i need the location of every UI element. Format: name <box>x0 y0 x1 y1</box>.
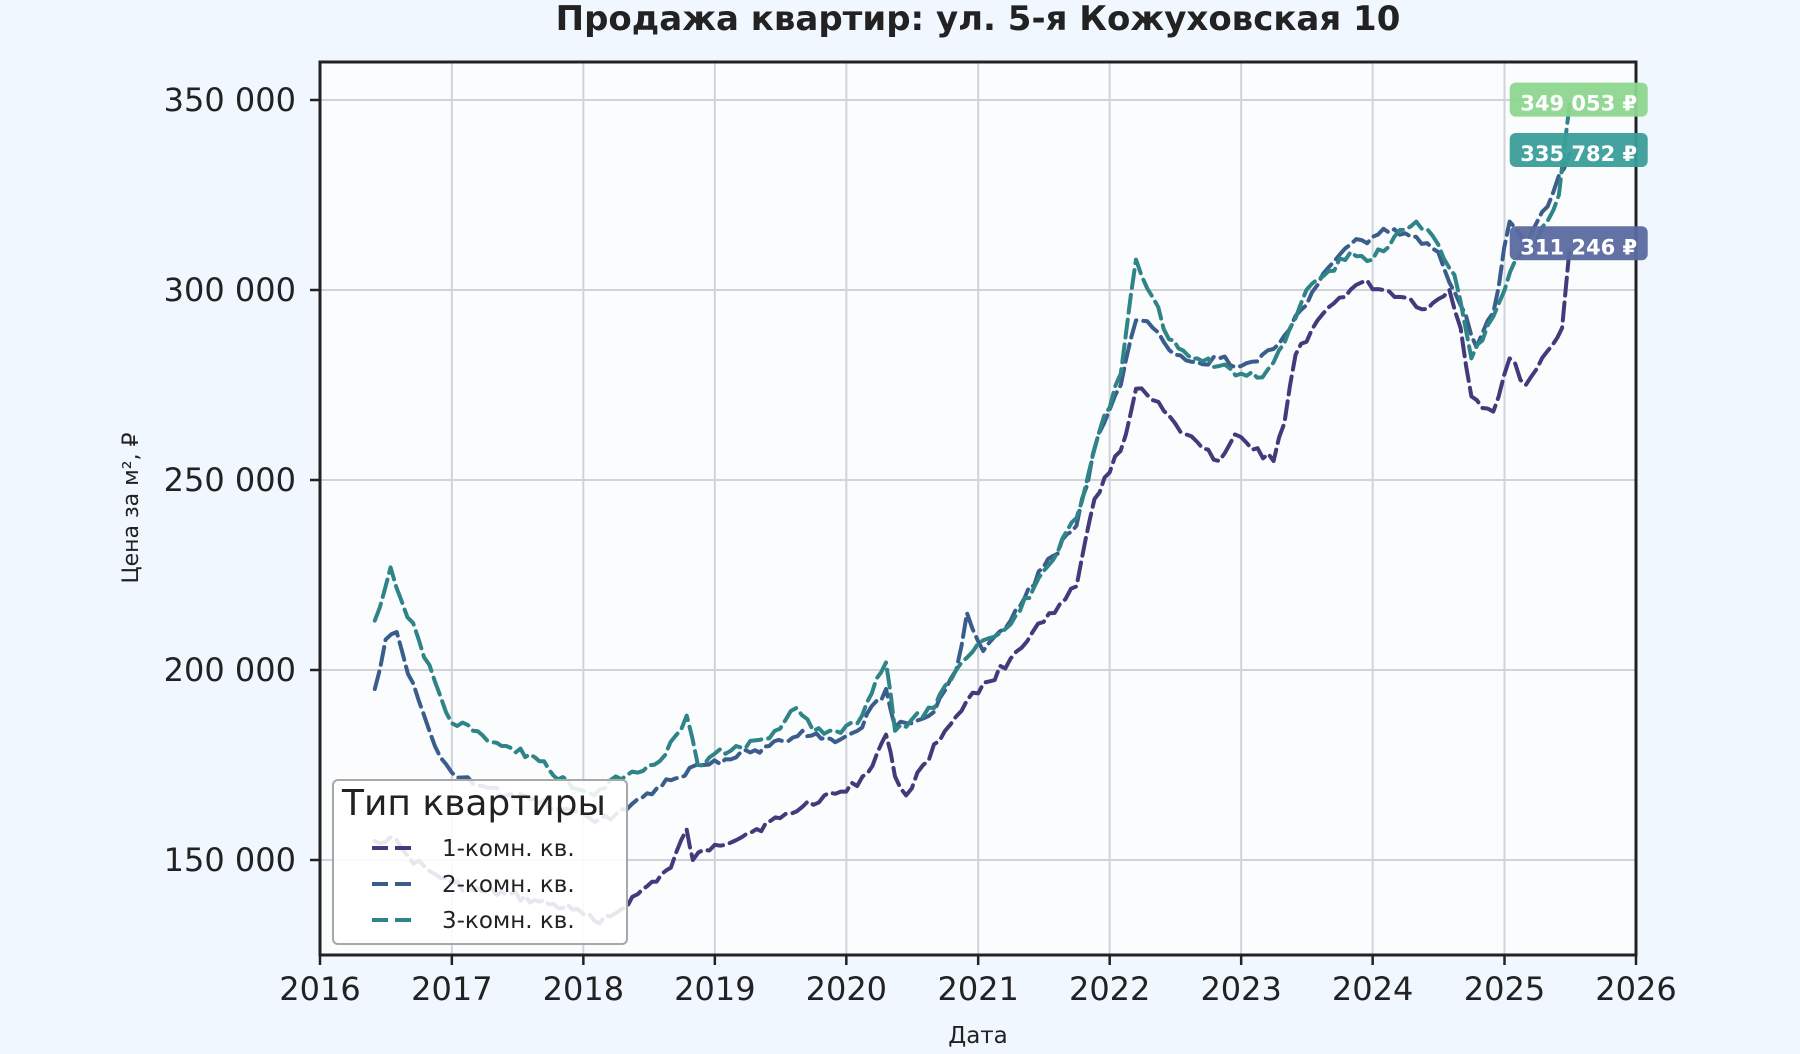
x-tick-label: 2018 <box>543 970 624 1008</box>
end-value-badge-bg <box>1509 226 1648 261</box>
end-value-label: 311 246 ₽ <box>1520 235 1637 259</box>
legend-label-3: 3-комн. кв. <box>442 908 575 934</box>
legend-label-1: 1-комн. кв. <box>442 836 575 862</box>
legend-title: Тип квартиры <box>341 783 606 824</box>
legend-box <box>332 779 628 945</box>
x-tick-label: 2020 <box>806 970 887 1008</box>
x-axis-label: Дата <box>948 1023 1008 1049</box>
end-value-badge-bg <box>1509 82 1648 117</box>
x-tick-label: 2025 <box>1464 970 1545 1008</box>
end-value-badge-2: 335 782 ₽ <box>1509 133 1648 168</box>
x-tick-label: 2023 <box>1200 970 1281 1008</box>
x-tick-label: 2021 <box>937 970 1018 1008</box>
x-tick-label: 2019 <box>674 970 755 1008</box>
legend-label-2: 2-комн. кв. <box>442 872 575 898</box>
end-value-label: 335 782 ₽ <box>1520 142 1637 166</box>
y-tick-label: 350 000 <box>164 81 296 119</box>
x-tick-label: 2026 <box>1595 970 1676 1008</box>
y-tick-label: 300 000 <box>164 271 296 309</box>
end-value-badge-bg <box>1509 133 1648 168</box>
x-tick-label: 2017 <box>411 970 492 1008</box>
y-tick-label: 200 000 <box>164 651 296 689</box>
x-tick-label: 2024 <box>1332 970 1413 1008</box>
legend: Тип квартиры 1-комн. кв. 2-комн. кв. 3-ком… <box>332 779 628 945</box>
series-line-1 <box>372 245 1572 926</box>
end-value-badge-3: 349 053 ₽ <box>1509 82 1648 117</box>
chart-title: Продажа квартир: ул. 5-я Кожуховская 10 <box>556 0 1401 39</box>
y-tick-label: 150 000 <box>164 841 296 879</box>
x-tick-label: 2022 <box>1069 970 1150 1008</box>
y-axis-label: Цена за м², ₽ <box>119 432 144 583</box>
x-tick-label: 2016 <box>279 970 360 1008</box>
end-value-label: 349 053 ₽ <box>1520 92 1637 116</box>
y-tick-label: 250 000 <box>164 461 296 499</box>
end-value-badge-1: 311 246 ₽ <box>1509 226 1648 261</box>
